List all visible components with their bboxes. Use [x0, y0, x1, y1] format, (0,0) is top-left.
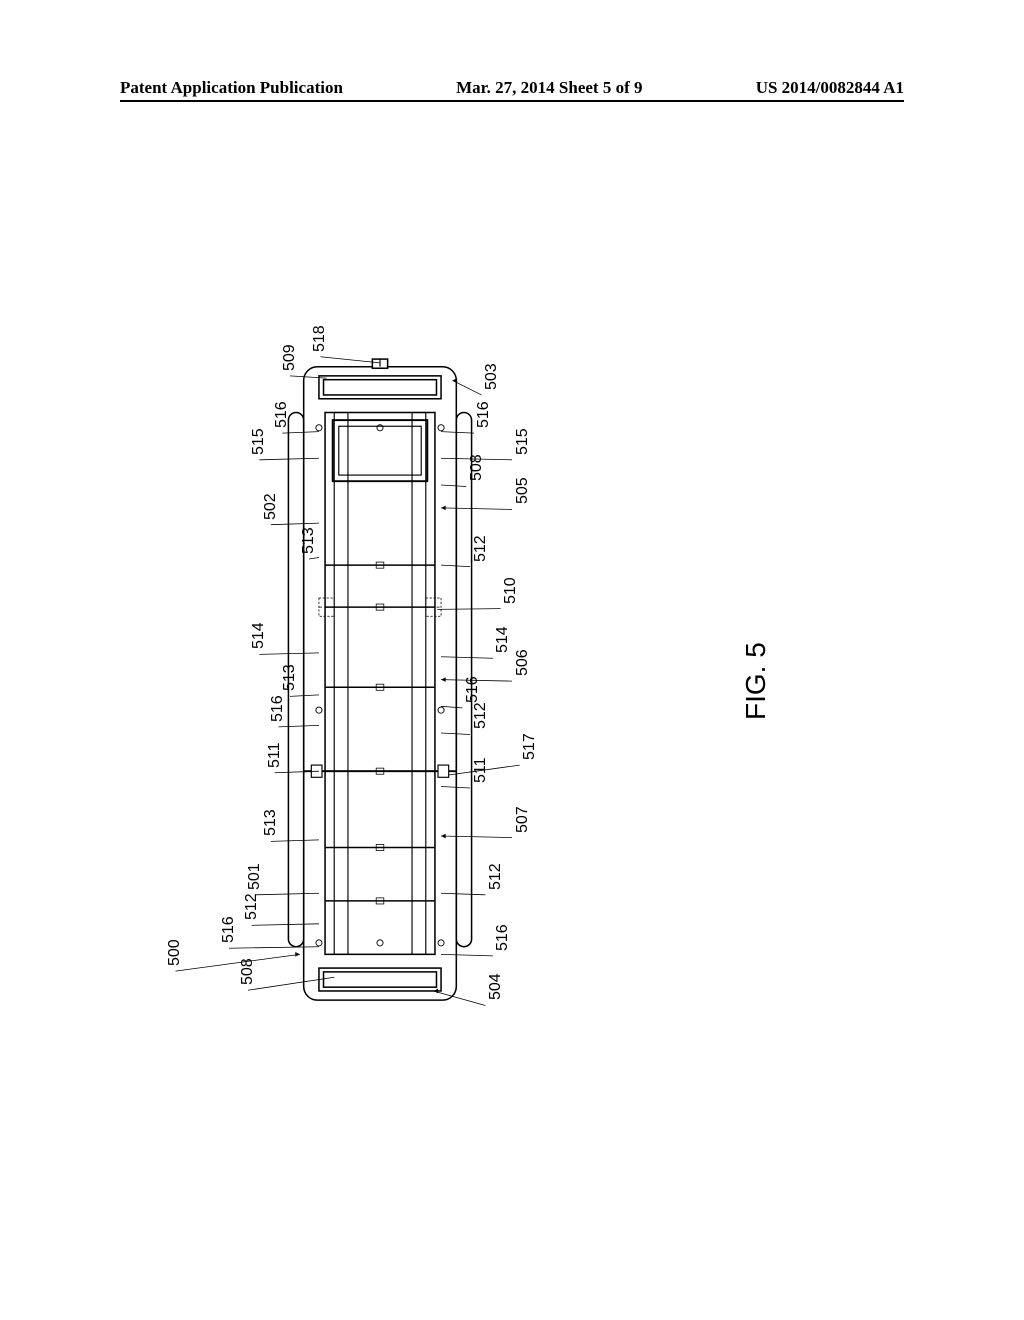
- ref-label-515: 515: [250, 428, 268, 455]
- header-left: Patent Application Publication: [120, 78, 343, 98]
- ref-label-512: 512: [472, 535, 490, 562]
- ref-label-501: 501: [246, 863, 264, 890]
- figure-5: 5005085165125015135115165135145135025155…: [90, 180, 670, 1080]
- ref-label-505: 505: [514, 478, 532, 505]
- ref-label-506: 506: [514, 649, 532, 676]
- ref-label-516: 516: [475, 401, 493, 428]
- ref-label-516: 516: [220, 916, 238, 943]
- ref-label-513: 513: [262, 810, 280, 837]
- ref-label-511: 511: [472, 757, 490, 783]
- ref-label-508: 508: [239, 958, 257, 985]
- ref-label-516: 516: [269, 695, 287, 722]
- ref-label-507: 507: [514, 806, 532, 833]
- ref-label-515: 515: [514, 428, 532, 455]
- ref-label-513: 513: [300, 527, 318, 554]
- page-header: Patent Application Publication Mar. 27, …: [0, 78, 1024, 98]
- ref-label-517: 517: [521, 733, 539, 760]
- ref-label-511: 511: [266, 742, 284, 768]
- ref-label-516: 516: [464, 676, 482, 703]
- ref-label-503: 503: [483, 363, 501, 390]
- ref-label-500: 500: [166, 939, 184, 966]
- header-right: US 2014/0082844 A1: [756, 78, 904, 98]
- figure-caption: FIG. 5: [740, 642, 772, 720]
- header-rule: [120, 100, 904, 102]
- ref-label-512: 512: [487, 863, 505, 890]
- ref-label-518: 518: [311, 325, 329, 352]
- ref-label-516: 516: [494, 924, 512, 951]
- header-center: Mar. 27, 2014 Sheet 5 of 9: [456, 78, 642, 98]
- ref-label-509: 509: [281, 344, 299, 371]
- ref-label-514: 514: [494, 626, 512, 653]
- ref-label-512: 512: [472, 703, 490, 730]
- ref-label-514: 514: [250, 623, 268, 650]
- ref-label-512: 512: [243, 894, 261, 921]
- ref-label-516: 516: [273, 401, 291, 428]
- ref-label-504: 504: [487, 974, 505, 1001]
- ref-label-513: 513: [281, 665, 299, 692]
- ref-label-510: 510: [502, 577, 520, 604]
- ref-label-508: 508: [468, 455, 486, 482]
- ref-label-502: 502: [262, 493, 280, 520]
